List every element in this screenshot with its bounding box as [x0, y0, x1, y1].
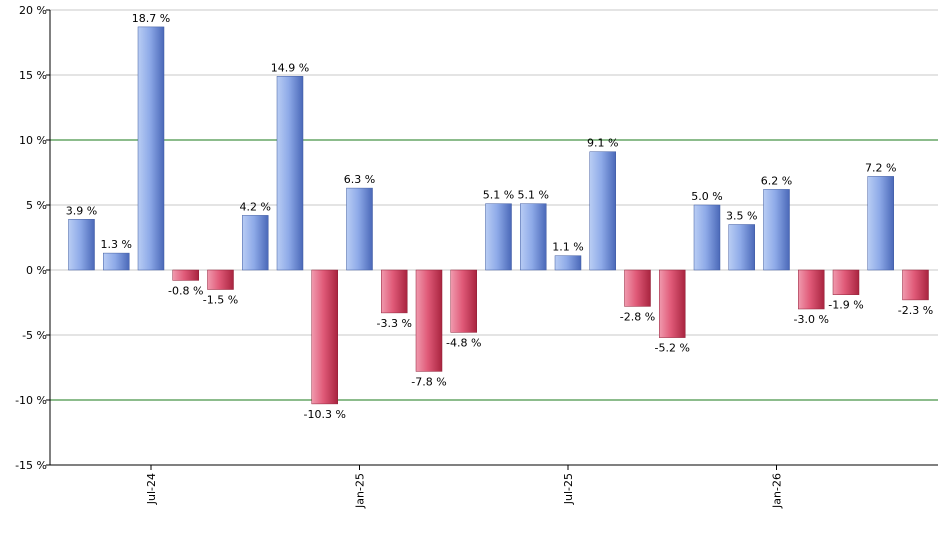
- bar: [68, 219, 95, 271]
- x-tick-label: Jan-25: [354, 473, 367, 509]
- bar: [520, 203, 547, 271]
- bar: [450, 269, 477, 333]
- y-tick-label: -5 %: [22, 329, 47, 342]
- data-label: 3.5 %: [726, 210, 757, 223]
- data-label: -1.5 %: [203, 294, 238, 307]
- bar: [172, 269, 199, 281]
- axes: 20 % 15 % 10 % 5 % 0 % -5 % -10 % -15 % Jul-24 Ja…: [15, 4, 938, 509]
- y-tick-label: 0 %: [26, 264, 47, 277]
- bar: [867, 176, 894, 271]
- bar: [832, 269, 860, 295]
- y-tick-label: -15 %: [15, 459, 47, 472]
- y-tick-label: 10 %: [19, 134, 47, 147]
- data-label: -0.8 %: [168, 284, 203, 297]
- data-labels: 3.9 % 1.3 % 18.7 % -0.8 %-1.5 % 4.2 % 14.9 % -…: [66, 12, 933, 421]
- y-tick-label: 5 %: [26, 199, 47, 212]
- data-label: 18.7 %: [132, 12, 170, 25]
- bar: [103, 252, 130, 271]
- bar: [763, 189, 790, 271]
- bar: [659, 269, 686, 338]
- y-tick-label: 20 %: [19, 4, 47, 17]
- data-label: -3.0 %: [794, 313, 829, 326]
- data-label: 6.3 %: [344, 173, 375, 186]
- data-label: -1.9 %: [828, 299, 863, 312]
- x-tick-label: Jul-24: [145, 473, 158, 505]
- data-label: 3.9 %: [66, 204, 97, 217]
- data-label: -7.8 %: [411, 375, 446, 388]
- data-label: 1.1 %: [552, 241, 583, 254]
- bar: [589, 151, 616, 271]
- bar: [207, 269, 234, 290]
- data-label: 5.0 %: [691, 190, 722, 203]
- data-label: -5.2 %: [655, 342, 690, 355]
- bar: [554, 255, 582, 271]
- data-label: -4.8 %: [446, 336, 481, 349]
- x-tick-label: Jul-25: [562, 473, 575, 505]
- bar: [728, 224, 755, 271]
- data-label: -3.3 %: [377, 317, 412, 330]
- data-label: -10.3 %: [304, 408, 346, 421]
- bar: [311, 269, 338, 405]
- data-label: -2.8 %: [620, 310, 655, 323]
- bar: [242, 215, 269, 271]
- x-tick-label: Jan-26: [771, 473, 784, 509]
- data-label: 1.3 %: [101, 238, 132, 251]
- bar: [276, 76, 304, 271]
- y-tick-label: -10 %: [15, 394, 47, 407]
- bar: [485, 203, 512, 271]
- bar: [798, 269, 825, 310]
- data-label: 14.9 %: [271, 61, 309, 74]
- y-tick-label: 15 %: [19, 69, 47, 82]
- bar: [381, 269, 408, 314]
- data-label: 6.2 %: [761, 174, 792, 187]
- bar: [624, 269, 651, 307]
- bar: [902, 269, 929, 301]
- bar: [346, 187, 373, 271]
- data-label: -2.3 %: [898, 304, 933, 317]
- data-label: 4.2 %: [240, 200, 271, 213]
- bar: [137, 26, 165, 271]
- data-label: 5.1 %: [483, 189, 514, 202]
- bar: [693, 204, 721, 271]
- bars: [68, 26, 929, 405]
- data-label: 9.1 %: [587, 137, 618, 150]
- bar: [415, 269, 443, 372]
- data-label: 7.2 %: [865, 161, 896, 174]
- data-label: 5.1 %: [518, 189, 549, 202]
